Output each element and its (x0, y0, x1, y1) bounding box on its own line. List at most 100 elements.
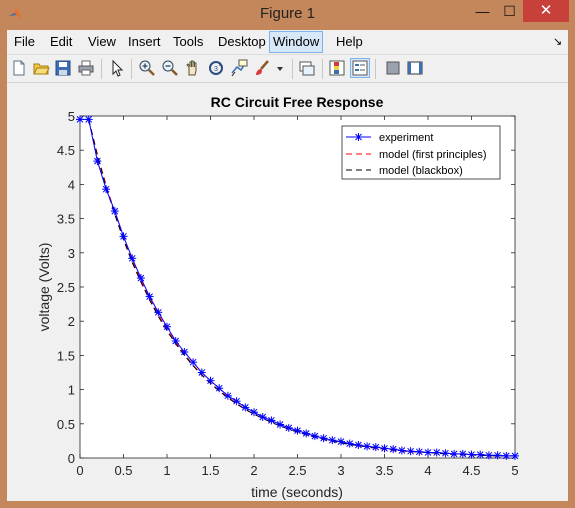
data-point-experiment (302, 429, 311, 438)
data-point-experiment (450, 449, 459, 458)
menu-window[interactable]: Window (269, 31, 324, 53)
figure-toolbar: 3 (7, 55, 568, 83)
data-point-experiment (119, 232, 128, 241)
matlab-logo-icon (9, 8, 23, 19)
data-point-experiment (197, 368, 206, 377)
rc-response-plot[interactable]: 0 0.5 1 1.5 2 2.5 3 3.5 4 4.5 5 0 0.5 1 1.5 2 2.5 3 3.5 4 4… (7, 83, 568, 501)
insert-colorbar-icon[interactable] (328, 59, 346, 77)
link-plot-icon[interactable] (298, 59, 316, 77)
data-point-experiment (267, 416, 276, 425)
hide-plot-tools-icon[interactable] (384, 59, 402, 77)
data-point-experiment (406, 447, 415, 456)
brush-dropdown-icon[interactable] (275, 59, 285, 77)
toolbar-separator (292, 59, 293, 79)
data-point-experiment (415, 447, 424, 456)
open-file-icon[interactable] (32, 59, 50, 77)
menu-view[interactable]: View (88, 34, 116, 49)
data-point-experiment (84, 115, 93, 124)
data-point-experiment (319, 434, 328, 443)
brush-icon[interactable] (253, 59, 271, 77)
data-point-experiment (493, 451, 502, 460)
data-point-experiment (476, 450, 485, 459)
data-point-experiment (154, 308, 163, 317)
show-plot-tools-icon[interactable] (406, 59, 424, 77)
data-point-experiment (145, 292, 154, 301)
series-layer (76, 115, 519, 460)
close-button[interactable]: ✕ (523, 0, 569, 22)
data-point-experiment (502, 451, 511, 460)
y-tick-label: 2 (68, 314, 75, 329)
data-point-experiment (397, 446, 406, 455)
y-tick-label: 3.5 (57, 212, 75, 227)
data-point-experiment (511, 451, 519, 460)
svg-text:3: 3 (214, 66, 218, 73)
data-point-experiment (250, 408, 258, 417)
new-figure-icon[interactable] (10, 59, 28, 77)
data-point-experiment (241, 403, 250, 412)
data-cursor-icon[interactable] (230, 59, 248, 77)
data-point-experiment (258, 413, 267, 421)
x-tick-label: 5 (511, 463, 518, 478)
x-tick-label: 2 (250, 463, 257, 478)
menu-file[interactable]: File (14, 34, 35, 49)
menu-edit[interactable]: Edit (50, 34, 73, 49)
maximize-button[interactable]: ☐ (503, 3, 516, 19)
insert-legend-icon[interactable] (350, 58, 370, 78)
x-tick-label: 2.5 (288, 463, 306, 478)
x-axis-label: time (seconds) (251, 484, 343, 500)
pan-icon[interactable] (184, 59, 202, 77)
print-icon[interactable] (77, 59, 95, 77)
save-icon[interactable] (54, 59, 72, 77)
legend-label-experiment: experiment (379, 132, 433, 144)
x-tick-label: 0 (76, 463, 83, 478)
minimize-button[interactable]: — (475, 3, 490, 19)
data-point-experiment (354, 441, 363, 449)
data-point-experiment (206, 376, 215, 385)
data-point-experiment (110, 207, 119, 216)
data-point-experiment (136, 274, 145, 283)
toolbar-separator (101, 59, 102, 79)
y-tick-label: 5 (68, 109, 75, 124)
x-tick-label: 1 (163, 463, 170, 478)
data-point-experiment (215, 384, 224, 393)
zoom-out-icon[interactable] (161, 59, 179, 77)
data-point-experiment (389, 445, 398, 454)
data-point-experiment (276, 420, 285, 429)
x-ticks: 0 0.5 1 1.5 2 2.5 3 3.5 4 4.5 5 (76, 116, 519, 478)
x-tick-label: 3.5 (375, 463, 393, 478)
y-tick-label: 4.5 (57, 143, 75, 158)
data-point-experiment (371, 443, 380, 452)
rotate-3d-icon[interactable]: 3 (207, 59, 225, 77)
legend-marker-experiment (354, 133, 363, 141)
pointer-icon[interactable] (108, 59, 126, 77)
x-tick-label: 1.5 (201, 463, 219, 478)
title-bar[interactable]: Figure 1 — ☐ ✕ (0, 0, 575, 28)
data-point-experiment (189, 358, 198, 367)
legend-label-first-principles: model (first principles) (379, 149, 487, 161)
y-tick-label: 0 (68, 451, 75, 466)
y-tick-label: 2.5 (57, 280, 75, 295)
data-point-experiment (441, 449, 450, 458)
menu-tools[interactable]: Tools (173, 34, 204, 49)
data-point-experiment (484, 451, 493, 460)
menu-desktop[interactable]: Desktop (218, 34, 266, 49)
data-point-experiment (363, 442, 372, 451)
data-point-experiment (380, 444, 389, 453)
data-point-experiment (310, 432, 319, 441)
data-point-experiment (328, 436, 337, 445)
data-point-experiment (458, 449, 467, 458)
data-point-experiment (102, 185, 111, 194)
menu-overflow-arrow[interactable]: ↘ (553, 36, 563, 48)
y-ticks: 0 0.5 1 1.5 2 2.5 3 3.5 4 4.5 5 (57, 109, 515, 466)
menu-help[interactable]: Help (336, 34, 363, 49)
window-title: Figure 1 (259, 5, 316, 22)
x-tick-label: 4.5 (462, 463, 480, 478)
data-point-experiment (424, 448, 432, 457)
y-tick-label: 4 (68, 177, 75, 192)
data-point-experiment (171, 337, 180, 345)
data-point-experiment (93, 157, 102, 166)
legend[interactable]: experiment model (first principles) mode… (341, 125, 501, 180)
menu-insert[interactable]: Insert (128, 34, 161, 49)
zoom-in-icon[interactable] (138, 59, 156, 77)
